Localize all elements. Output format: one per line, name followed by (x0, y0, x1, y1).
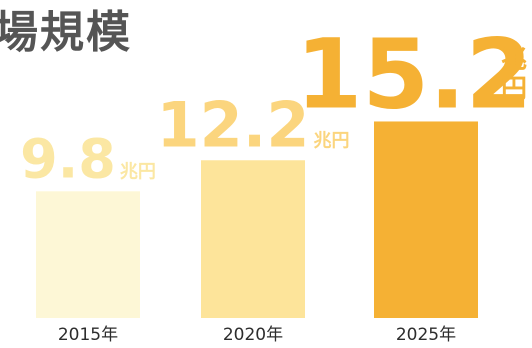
category-label: 2015年 (58, 325, 118, 345)
value-number: 9.8 (20, 127, 116, 190)
chart-title: 場規模 (0, 7, 132, 58)
value-unit: 兆 (501, 44, 527, 74)
category-label: 2020年 (223, 325, 283, 345)
value-unit: 円 (501, 74, 527, 104)
value-label: 12.2 兆円 (157, 88, 350, 161)
value-label: 15.2 (296, 18, 532, 130)
value-unit: 兆円 (313, 130, 349, 151)
bar-2020年 (201, 160, 305, 318)
value-number: 12.2 (157, 88, 310, 161)
bar-2015年 (36, 191, 140, 318)
value-unit: 兆円 (120, 161, 156, 182)
value-number: 15.2 (296, 18, 532, 130)
value-label: 9.8 兆円 (20, 127, 156, 190)
bar-2025年 (374, 121, 478, 319)
category-label: 2025年 (396, 325, 456, 345)
